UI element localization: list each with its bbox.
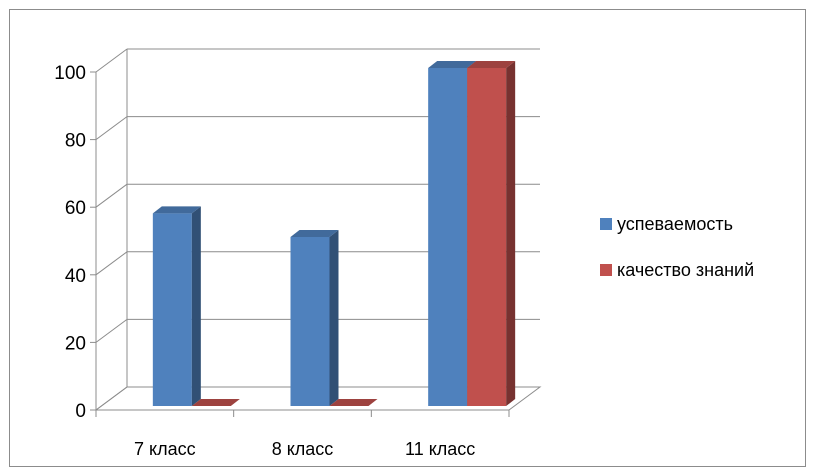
- legend-swatch: [600, 264, 612, 276]
- chart-frame: [9, 9, 806, 467]
- bar-top: [329, 399, 378, 406]
- gridline-side: [95, 183, 128, 208]
- bar-side: [506, 61, 516, 406]
- bar: [152, 206, 201, 406]
- y-tick-label: 100: [54, 63, 86, 84]
- bar-front: [290, 237, 330, 406]
- y-tick-labels: 0 20 40 60 80 100: [54, 63, 86, 422]
- gridline-side: [95, 386, 128, 411]
- x-category-label: 11 класс: [405, 439, 475, 459]
- y-tick-label: 80: [65, 131, 86, 152]
- legend-label: качество знаний: [617, 260, 754, 280]
- bar-top: [467, 61, 516, 68]
- bar-top: [152, 206, 201, 214]
- bar-top: [191, 399, 240, 406]
- gridline-side: [95, 251, 128, 276]
- bar-side: [191, 206, 201, 406]
- y-tick-label: 0: [75, 401, 86, 422]
- bar: [191, 399, 240, 406]
- bar-front: [152, 213, 192, 406]
- x-category-labels: 7 класс 8 класс 11 класс: [134, 439, 475, 459]
- gridline-side: [95, 116, 128, 141]
- legend-label: успеваемость: [617, 214, 733, 234]
- y-tick-label: 20: [65, 333, 86, 354]
- bar-top: [290, 230, 339, 237]
- bars: [152, 61, 516, 406]
- gridline-side: [95, 318, 128, 343]
- bar: [290, 230, 339, 406]
- gridline-side: [95, 48, 128, 73]
- legend: успеваемость качество знаний: [600, 214, 754, 280]
- bar: [467, 61, 516, 406]
- x-category-label: 8 класс: [272, 439, 334, 459]
- y-tick-label: 60: [65, 198, 86, 219]
- bar-side: [329, 230, 339, 406]
- bar: [329, 399, 378, 406]
- axes: [90, 71, 510, 417]
- bar-front: [428, 68, 468, 406]
- y-tick-label: 40: [65, 266, 86, 287]
- bar-top: [428, 61, 477, 68]
- legend-swatch: [600, 218, 612, 230]
- bar-front: [467, 68, 507, 406]
- x-category-label: 7 класс: [134, 439, 196, 459]
